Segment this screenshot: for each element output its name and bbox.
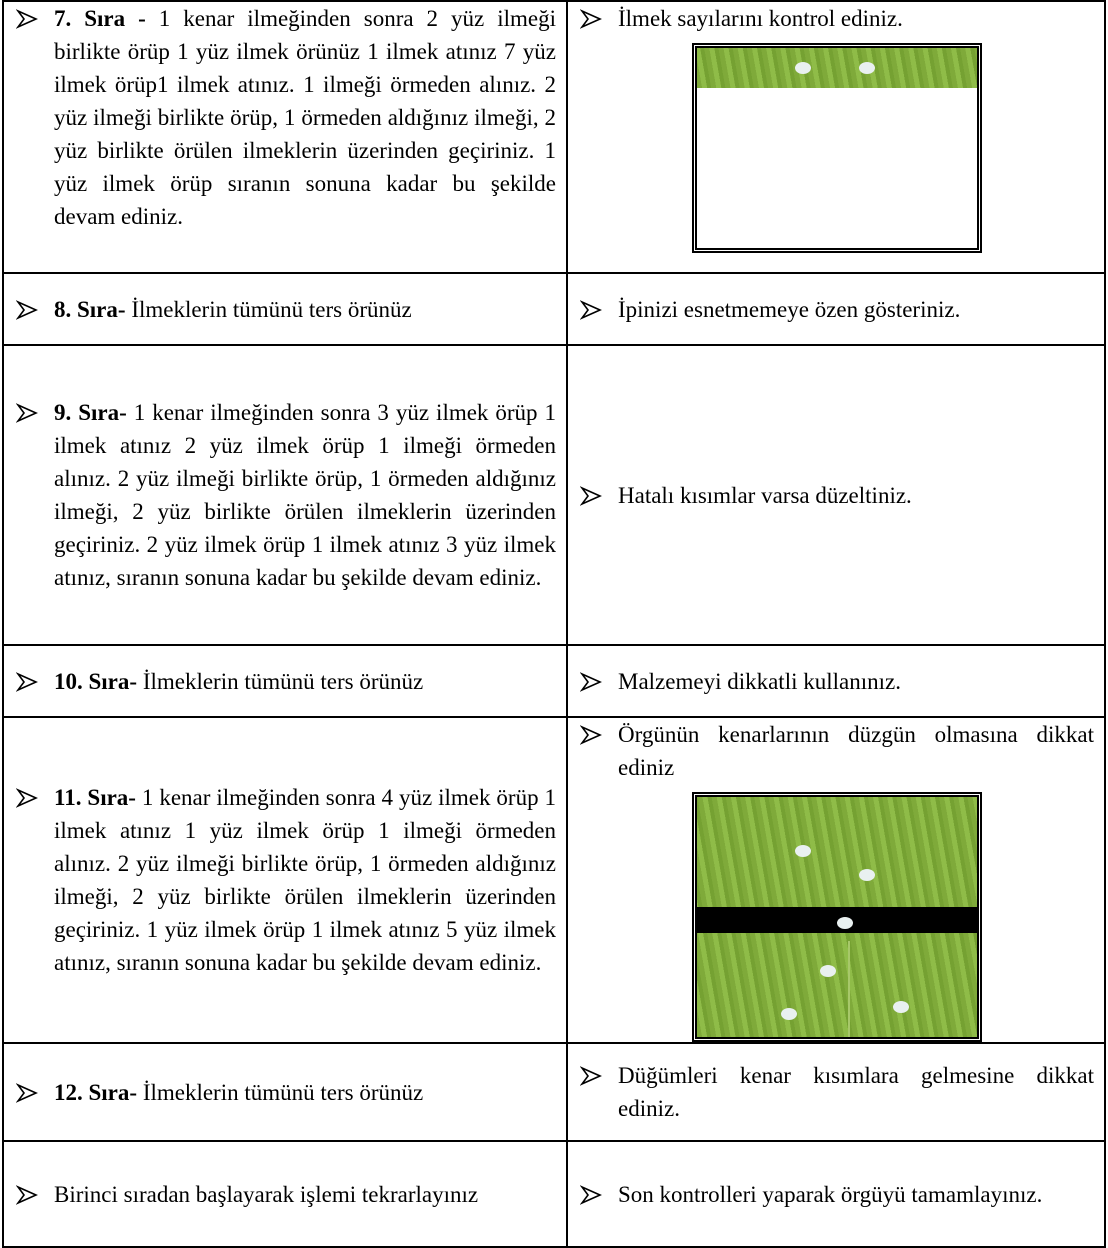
right-cell: Malzemeyi dikkatli kullanınız. — [566, 644, 1106, 718]
knit-image — [697, 797, 977, 1037]
step-item: 9. Sıra- 1 kenar ilmeğinden sonra 3 yüz … — [16, 396, 556, 594]
knit-image — [697, 48, 977, 88]
step-text: Birinci sıradan başlayarak işlemi tekrar… — [54, 1181, 479, 1207]
left-cell: 9. Sıra- 1 kenar ilmeğinden sonra 3 yüz … — [2, 344, 568, 646]
step-label: 7. Sıra - — [54, 6, 146, 31]
bullet-arrow — [580, 1184, 602, 1205]
bullet-arrow — [16, 9, 38, 29]
step-text: İlmeklerin tümünü ters örünüz — [142, 668, 424, 694]
hint-text: İlmek sayılarını kontrol ediniz. — [618, 6, 903, 31]
hint-item: Hatalı kısımlar varsa düzeltiniz. — [580, 479, 1094, 512]
left-cell: 12. Sıra- İlmeklerin tümünü ters örünüz — [2, 1042, 568, 1142]
hole — [893, 1001, 909, 1013]
step-text: 1 kenar ilmeğinden sonra 3 yüz ilmek örü… — [54, 400, 557, 590]
hole — [781, 1008, 797, 1021]
bullet-arrow — [580, 299, 602, 320]
image-frame — [692, 43, 982, 253]
right-cell: İpinizi esnetmemeye özen gösteriniz. — [566, 272, 1106, 346]
table-row: 11. Sıra- 1 kenar ilmeğinden sonra 4 yüz… — [2, 716, 1106, 1044]
bullet-arrow — [580, 725, 602, 745]
hole — [795, 845, 811, 857]
hint-item: Örgünün kenarlarının düzgün olmasına dik… — [580, 718, 1094, 784]
hint-item: Malzemeyi dikkatli kullanınız. — [580, 665, 1094, 698]
hole — [859, 62, 876, 74]
step-item: Birinci sıradan başlayarak işlemi tekrar… — [16, 1178, 556, 1211]
hint-item: İlmek sayılarını kontrol ediniz. — [580, 2, 1094, 35]
hint-item: Düğümleri kenar kısımlara gelmesine dikk… — [580, 1059, 1094, 1125]
step-item: 11. Sıra- 1 kenar ilmeğinden sonra 4 yüz… — [16, 781, 556, 979]
table-row: 7. Sıra - 1 kenar ilmeğinden sonra 2 yüz… — [2, 0, 1106, 274]
step-text: İlmeklerin tümünü ters örünüz — [131, 296, 412, 322]
bullet-arrow — [16, 299, 38, 320]
table-row: 12. Sıra- İlmeklerin tümünü ters örünüz D… — [2, 1042, 1106, 1142]
hint-text: Son kontrolleri yaparak örgüyü tamamlayı… — [618, 1181, 1043, 1207]
bullet-arrow — [580, 671, 602, 692]
hint-text: Malzemeyi dikkatli kullanınız. — [618, 668, 901, 694]
bullet-arrow — [580, 9, 602, 29]
seam — [848, 941, 851, 1037]
step-item: 12. Sıra- İlmeklerin tümünü ters örünüz — [16, 1076, 556, 1109]
image-frame — [692, 792, 982, 1042]
right-cell: Son kontrolleri yaparak örgüyü tamamlayı… — [566, 1140, 1106, 1248]
hint-item: İpinizi esnetmemeye özen gösteriniz. — [580, 293, 1094, 326]
table-row: 8. Sıra- İlmeklerin tümünü ters örünüz İp… — [2, 272, 1106, 346]
hole — [795, 62, 811, 74]
hint-item: Son kontrolleri yaparak örgüyü tamamlayı… — [580, 1178, 1094, 1211]
bullet-arrow — [580, 1066, 602, 1086]
right-cell: Örgünün kenarlarının düzgün olmasına dik… — [566, 716, 1106, 1044]
left-cell: 10. Sıra- İlmeklerin tümünü ters örünüz — [2, 644, 568, 718]
bullet-arrow — [16, 1082, 38, 1103]
hole — [859, 869, 876, 881]
left-cell: 7. Sıra - 1 kenar ilmeğinden sonra 2 yüz… — [2, 0, 568, 274]
step-item: 8. Sıra- İlmeklerin tümünü ters örünüz — [16, 293, 556, 326]
step-label: 8. Sıra- — [54, 296, 126, 322]
hint-text: İpinizi esnetmemeye özen gösteriniz. — [618, 296, 961, 322]
hole — [820, 965, 837, 977]
hint-text: Örgünün kenarlarının düzgün olmasına dik… — [618, 722, 1094, 780]
right-cell: Düğümleri kenar kısımlara gelmesine dikk… — [566, 1042, 1106, 1142]
step-label: 12. Sıra- — [54, 1079, 138, 1105]
table-row: 10. Sıra- İlmeklerin tümünü ters örünüz M… — [2, 644, 1106, 718]
bullet-arrow — [16, 1184, 38, 1205]
bullet-arrow — [16, 788, 38, 808]
right-cell: Hatalı kısımlar varsa düzeltiniz. — [566, 344, 1106, 646]
bullet-arrow — [16, 671, 38, 692]
table-row: 9. Sıra- 1 kenar ilmeğinden sonra 3 yüz … — [2, 344, 1106, 646]
bullet-arrow — [580, 485, 602, 506]
step-text: 1 kenar ilmeğinden sonra 4 yüz ilmek örü… — [54, 785, 556, 975]
step-label: 10. Sıra- — [54, 668, 138, 694]
step-text: İlmeklerin tümünü ters örünüz — [142, 1079, 424, 1105]
hint-text: Hatalı kısımlar varsa düzeltiniz. — [618, 482, 912, 508]
table-row: Birinci sıradan başlayarak işlemi tekrar… — [2, 1140, 1106, 1248]
hint-text: Düğümleri kenar kısımlara gelmesine dikk… — [618, 1063, 1094, 1121]
step-label: 11. Sıra- — [54, 785, 136, 810]
step-item: 10. Sıra- İlmeklerin tümünü ters örünüz — [16, 665, 556, 698]
right-cell: İlmek sayılarını kontrol ediniz. — [566, 0, 1106, 274]
left-cell: 11. Sıra- 1 kenar ilmeğinden sonra 4 yüz… — [2, 716, 568, 1044]
step-item: 7. Sıra - 1 kenar ilmeğinden sonra 2 yüz… — [16, 2, 556, 233]
left-cell: 8. Sıra- İlmeklerin tümünü ters örünüz — [2, 272, 568, 346]
hole — [837, 917, 853, 929]
step-label: 9. Sıra- — [54, 400, 127, 425]
left-cell: Birinci sıradan başlayarak işlemi tekrar… — [2, 1140, 568, 1248]
step-text: 1 kenar ilmeğinden sonra 2 yüz ilmeği bi… — [54, 6, 556, 229]
bullet-arrow — [16, 403, 38, 423]
